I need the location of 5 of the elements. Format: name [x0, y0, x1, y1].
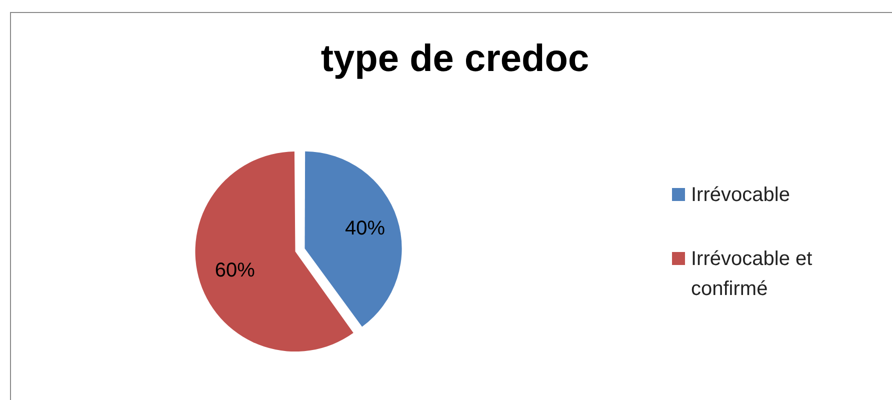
data-label: 40% — [345, 217, 386, 240]
legend-label: Irrévocable — [691, 183, 790, 208]
legend-label: Irrévocable et confirmé — [691, 247, 814, 302]
data-label: 60% — [214, 260, 256, 282]
chart-title: type de credoc — [320, 38, 590, 81]
